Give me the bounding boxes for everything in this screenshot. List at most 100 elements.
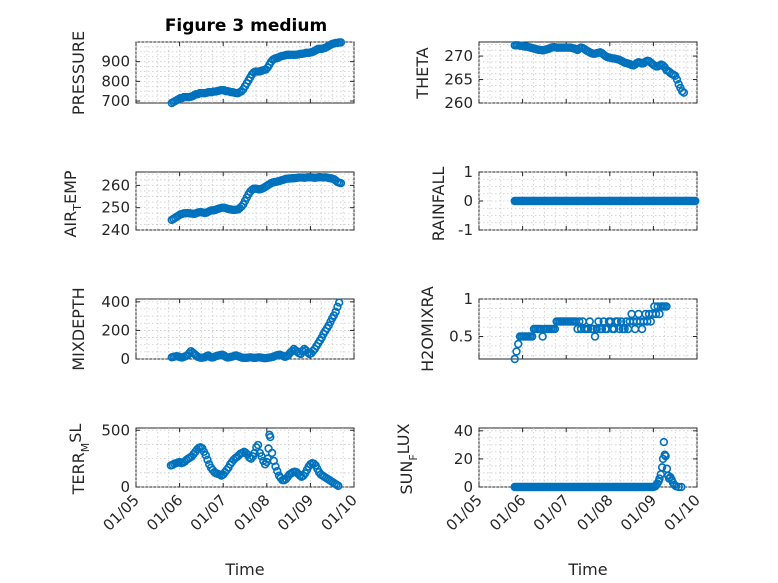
subplot-mixdepth: 0 200 400 MIXDEPTH bbox=[69, 287, 355, 371]
data-point bbox=[514, 339, 523, 349]
data-point bbox=[331, 307, 340, 317]
data-point bbox=[575, 317, 584, 326]
ytick-label: 1 bbox=[463, 290, 473, 308]
xtick-label: 01/07 bbox=[187, 491, 230, 534]
data-point bbox=[679, 88, 689, 97]
data-point bbox=[677, 482, 686, 492]
data-point bbox=[592, 324, 601, 334]
ytick-label: 700 bbox=[101, 92, 130, 110]
xtick-label: 01/07 bbox=[530, 491, 573, 534]
xtick-label: 01/08 bbox=[573, 491, 616, 534]
ytick-label: 20 bbox=[454, 450, 473, 468]
data-point bbox=[691, 196, 700, 206]
ytick-label: 0.5 bbox=[449, 328, 473, 346]
data-point bbox=[303, 348, 312, 357]
data-point bbox=[267, 448, 277, 458]
ylabel-subscript-m: M bbox=[79, 443, 92, 453]
ytick-label: 40 bbox=[454, 422, 473, 440]
ylabel-subscript-f: F bbox=[407, 454, 420, 460]
data-point bbox=[616, 317, 626, 326]
data-point bbox=[643, 317, 652, 326]
data-point bbox=[662, 302, 671, 311]
subplot-h2omixra: 0.5 1 H2OMIXRA bbox=[418, 286, 698, 372]
data-point bbox=[510, 354, 519, 364]
figure-title: Figure 3 medium bbox=[165, 16, 327, 36]
data-point bbox=[649, 482, 658, 492]
ytick-label: 260 bbox=[444, 94, 473, 112]
ytick-label: 400 bbox=[101, 293, 130, 311]
ylabel-air-temp: AIRTEMP bbox=[61, 170, 84, 237]
xtick-label: 01/05 bbox=[443, 491, 486, 534]
data-point bbox=[615, 324, 624, 334]
subplot-air-temp: 240 250 260 AIRTEMP bbox=[61, 170, 355, 239]
data-point bbox=[674, 482, 683, 492]
data-point bbox=[271, 462, 280, 471]
data-point bbox=[655, 309, 664, 319]
ylabel-terr-msl: TERRMSL bbox=[66, 424, 92, 496]
data-point bbox=[585, 317, 594, 326]
subplot-sun-flux: 0 20 40 SUNFLUX 01/05 01/06 01/07 01/08 01/09 0… bbox=[394, 422, 704, 579]
data-point bbox=[620, 324, 629, 334]
ylabel-theta: THETA bbox=[413, 47, 432, 99]
ytick-label: 270 bbox=[444, 47, 473, 65]
ylabel-subscript-t: T bbox=[71, 204, 84, 212]
ylabel-rainfall: RAINFALL bbox=[429, 167, 448, 242]
data-point bbox=[655, 474, 664, 483]
ylabel-pressure: PRESSURE bbox=[69, 31, 88, 115]
data-point bbox=[657, 463, 667, 472]
data-point bbox=[334, 481, 343, 491]
data-point bbox=[609, 324, 619, 334]
ytick-label: 1 bbox=[463, 163, 473, 181]
xtick-label: 01/10 bbox=[318, 491, 361, 534]
data-point bbox=[203, 455, 212, 464]
ytick-label: 0 bbox=[463, 192, 473, 210]
xtick-label: 01/10 bbox=[661, 491, 704, 534]
xtick-label: 01/09 bbox=[274, 491, 317, 534]
data-point bbox=[336, 38, 346, 47]
ytick-label: 0 bbox=[120, 350, 130, 368]
data-point bbox=[646, 317, 655, 326]
ylabel-h2omixra: H2OMIXRA bbox=[418, 286, 437, 372]
data-point bbox=[672, 75, 682, 84]
ytick-label: 265 bbox=[444, 71, 473, 89]
xlabel-left: Time bbox=[224, 560, 264, 579]
data-point bbox=[527, 332, 537, 341]
ytick-label: 0 bbox=[120, 478, 130, 496]
data-point bbox=[253, 440, 263, 450]
xtick-label: 01/05 bbox=[100, 491, 143, 534]
data-point bbox=[512, 347, 521, 356]
ylabel-sun-flux: SUNFLUX bbox=[394, 423, 420, 494]
data-point bbox=[659, 437, 669, 447]
ytick-label: -1 bbox=[458, 221, 473, 239]
ylabel-mixdepth: MIXDEPTH bbox=[69, 287, 88, 370]
xtick-label: 01/08 bbox=[230, 491, 273, 534]
data-point bbox=[590, 332, 600, 341]
data-point bbox=[613, 317, 622, 326]
data-point bbox=[333, 302, 342, 312]
ytick-label: 200 bbox=[101, 321, 130, 339]
ytick-label: 250 bbox=[101, 199, 130, 217]
ytick-label: 240 bbox=[101, 221, 130, 239]
data-point bbox=[661, 451, 670, 461]
data-point bbox=[201, 451, 210, 460]
ytick-label: 500 bbox=[101, 421, 130, 439]
data-point bbox=[538, 332, 547, 341]
data-point bbox=[334, 298, 344, 307]
ytick-label: 800 bbox=[101, 72, 130, 90]
subplot-theta: 260 265 270 THETA bbox=[413, 41, 698, 112]
data-point bbox=[266, 432, 275, 442]
ytick-label: 900 bbox=[101, 53, 130, 71]
xlabel-right: Time bbox=[567, 560, 607, 579]
data-point bbox=[336, 178, 346, 188]
data-point bbox=[651, 309, 661, 319]
data-point bbox=[597, 324, 607, 334]
xtick-label: 01/06 bbox=[486, 491, 529, 534]
ytick-label: 0 bbox=[463, 478, 473, 496]
data-point bbox=[550, 324, 560, 334]
subplot-terr-msl: 0 500 TERRMSL 01/05 01/06 01/07 01/08 01/09 01… bbox=[66, 421, 361, 579]
data-point bbox=[583, 324, 593, 334]
data-point bbox=[298, 346, 307, 356]
data-point bbox=[677, 87, 687, 96]
